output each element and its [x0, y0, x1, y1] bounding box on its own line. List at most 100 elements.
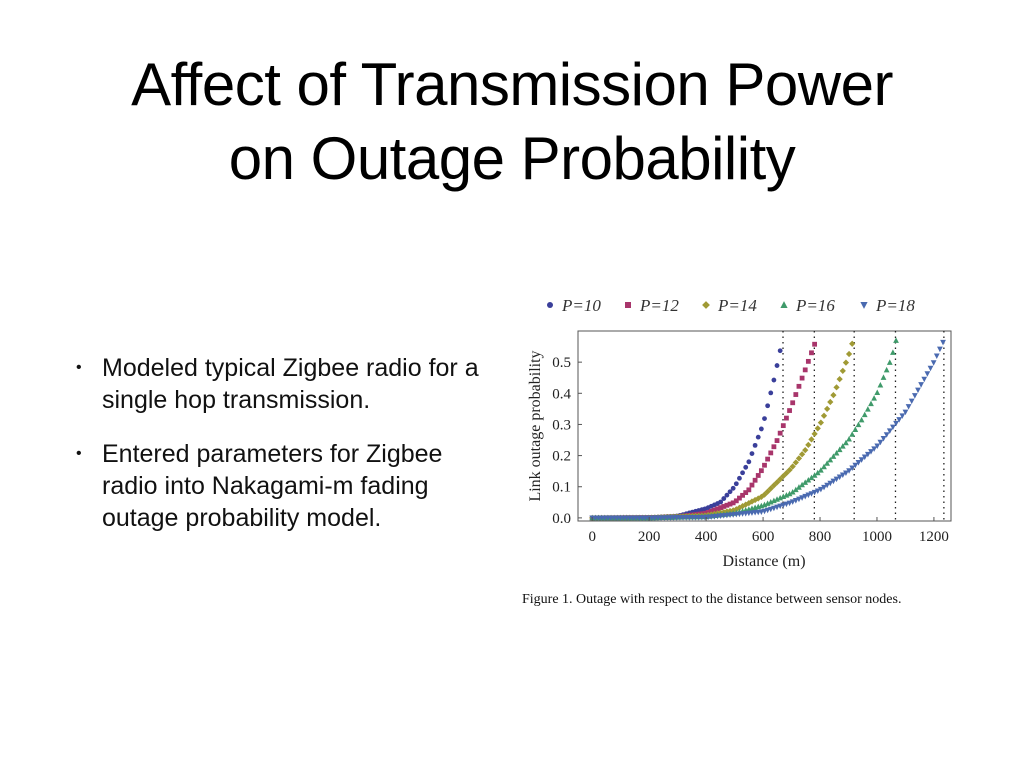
- data-point: [849, 465, 856, 472]
- data-point: [755, 434, 761, 440]
- data-point: [833, 449, 840, 456]
- data-point: [730, 485, 736, 491]
- slide-title: Affect of Transmission Power on Outage P…: [40, 48, 984, 196]
- data-point: [733, 498, 739, 504]
- data-point: [767, 506, 774, 513]
- data-point: [718, 505, 724, 511]
- data-point: [749, 451, 755, 456]
- y-tick-label: 0.3: [552, 417, 571, 433]
- data-point: [899, 413, 906, 419]
- figure-caption: Figure 1. Outage with respect to the dis…: [522, 592, 902, 607]
- data-point: [871, 446, 878, 452]
- data-point: [762, 462, 767, 468]
- data-point: [808, 474, 815, 481]
- data-point: [802, 493, 809, 500]
- bullet-text: Entered parameters for Zigbee radio into…: [102, 440, 443, 532]
- data-point: [880, 435, 887, 442]
- bullet-dot-icon: •: [76, 359, 82, 376]
- data-point: [820, 412, 828, 419]
- data-point: [821, 484, 827, 491]
- legend-marker-p-12: [625, 302, 631, 308]
- data-point: [827, 480, 834, 487]
- x-tick-label: 200: [638, 529, 661, 545]
- data-point: [868, 400, 874, 407]
- data-point: [768, 390, 774, 396]
- data-point: [808, 436, 815, 443]
- data-point: [765, 456, 771, 462]
- data-point: [758, 468, 764, 474]
- data-point: [721, 496, 727, 501]
- legend-label: P=12: [639, 296, 679, 315]
- data-point: [824, 460, 831, 466]
- data-point: [905, 404, 912, 410]
- data-point: [752, 442, 758, 448]
- data-point: [771, 505, 777, 512]
- data-point: [846, 436, 852, 442]
- data-point: [743, 464, 749, 470]
- data-point: [795, 455, 803, 462]
- data-point: [915, 387, 921, 394]
- data-point: [768, 450, 774, 456]
- data-point: [817, 467, 824, 473]
- data-point: [784, 415, 789, 421]
- x-tick-label: 400: [695, 529, 718, 545]
- data-point: [893, 337, 899, 343]
- data-point: [745, 499, 752, 507]
- data-point: [715, 506, 720, 512]
- data-point: [849, 431, 856, 437]
- chart-figure: P=10 P=12 P=14 P=16 P=18 0 200 400 600 800 1000 12…: [510, 286, 980, 616]
- x-tick-label: 1200: [919, 529, 949, 545]
- data-point: [792, 486, 799, 493]
- data-point: [883, 432, 890, 438]
- data-point: [849, 340, 856, 347]
- title-line-1: Affect of Transmission Power: [131, 51, 893, 118]
- data-point: [812, 341, 818, 347]
- data-point: [742, 501, 749, 508]
- chart-legend: P=10 P=12 P=14 P=16 P=18: [547, 296, 915, 315]
- data-point: [814, 469, 821, 476]
- data-point: [814, 488, 821, 494]
- data-point: [711, 507, 717, 513]
- data-point: [796, 383, 802, 389]
- data-point: [927, 365, 934, 372]
- data-point: [774, 363, 780, 368]
- data-point: [783, 501, 790, 508]
- data-point: [777, 503, 784, 510]
- data-point: [786, 490, 793, 497]
- data-point: [805, 492, 812, 499]
- x-tick-label: 600: [752, 529, 775, 545]
- data-point: [852, 462, 859, 469]
- data-point: [814, 425, 821, 432]
- data-point: [874, 443, 881, 450]
- data-point: [827, 398, 834, 406]
- data-point: [774, 438, 780, 443]
- data-point: [827, 456, 834, 463]
- legend-label: P=16: [795, 296, 835, 315]
- data-point: [751, 496, 759, 504]
- y-tick-label: 0.2: [552, 449, 571, 465]
- data-point: [877, 381, 884, 388]
- data-point: [852, 426, 859, 432]
- data-point: [808, 491, 815, 497]
- data-point: [839, 367, 846, 374]
- bullet-list: • Modeled typical Zigbee radio for a sin…: [70, 352, 500, 556]
- x-axis-ticks: 0 200 400 600 800 1000 1200: [588, 517, 949, 545]
- data-point: [802, 367, 808, 373]
- data-point: [787, 408, 792, 413]
- bullet-item: • Modeled typical Zigbee radio for a sin…: [70, 352, 500, 416]
- data-point: [743, 490, 749, 495]
- bullet-text: Modeled typical Zigbee radio for a singl…: [102, 354, 479, 414]
- legend-label: P=18: [875, 296, 915, 315]
- legend-label: P=10: [561, 296, 601, 315]
- data-point: [830, 392, 837, 399]
- y-tick-label: 0.1: [552, 480, 571, 496]
- data-point: [845, 350, 853, 358]
- data-point: [821, 463, 827, 470]
- legend-marker-p-16: [780, 301, 788, 308]
- data-point: [708, 508, 714, 514]
- data-point: [799, 375, 805, 381]
- data-point: [824, 405, 831, 412]
- data-point: [771, 377, 777, 383]
- data-point: [874, 389, 881, 396]
- outage-chart: P=10 P=12 P=14 P=16 P=18 0 200 400 600 800 1000 12…: [527, 296, 952, 570]
